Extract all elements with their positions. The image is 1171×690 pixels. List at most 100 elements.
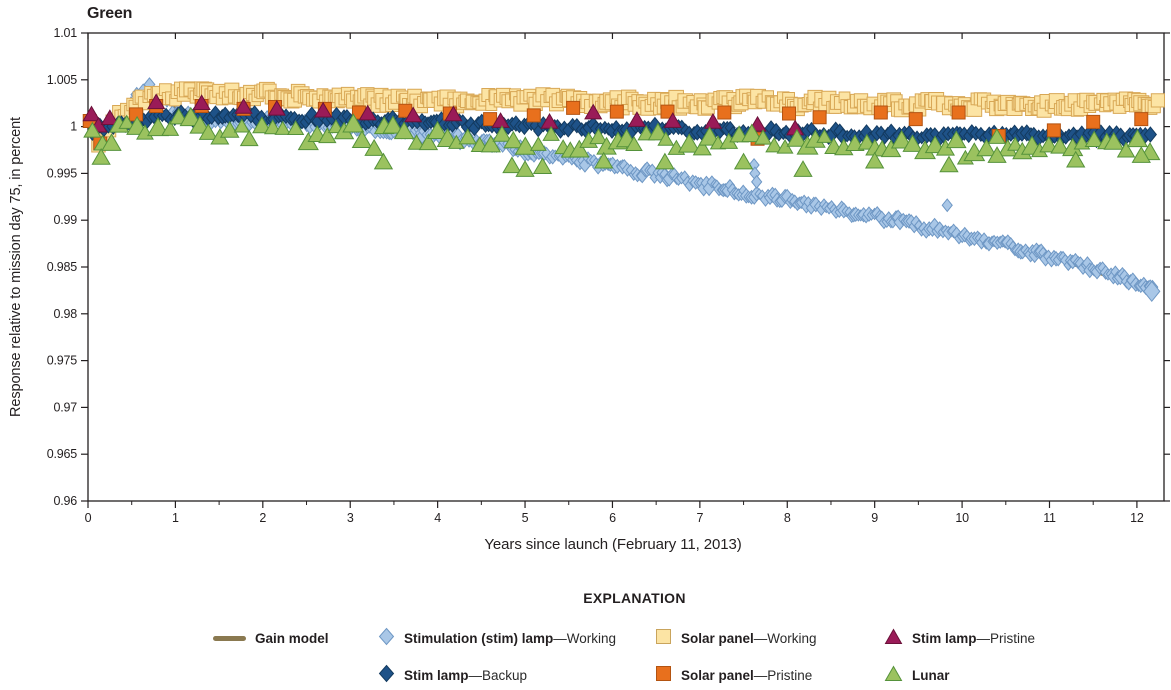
- data-marker: [198, 123, 218, 140]
- data-marker: [1007, 136, 1024, 151]
- data-marker: [1050, 137, 1070, 154]
- data-marker: [568, 139, 590, 158]
- data-marker: [663, 112, 682, 128]
- data-marker: [812, 110, 827, 125]
- x-tick-label: 2: [259, 511, 266, 525]
- data-marker: [492, 125, 512, 142]
- y-tick-label: 1.01: [53, 26, 77, 40]
- legend-item-label: Lunar: [912, 667, 950, 683]
- data-marker: [1143, 280, 1161, 303]
- data-marker: [147, 93, 166, 110]
- x-tick-label: 8: [784, 511, 791, 525]
- data-marker: [703, 113, 723, 129]
- y-tick-label: 0.99: [53, 213, 77, 227]
- legend-item-stim-lamp-working: Stimulation (stim) lamp—Working: [378, 627, 616, 649]
- data-marker: [816, 128, 833, 143]
- data-marker: [741, 123, 763, 143]
- legend-item-solar-panel-working: Solar panel—Working: [655, 627, 817, 649]
- data-marker: [480, 134, 501, 153]
- data-marker: [503, 130, 524, 149]
- diamond-swatch-icon: [378, 664, 395, 686]
- data-marker: [314, 101, 333, 118]
- data-marker: [458, 128, 478, 145]
- y-tick-label: 0.975: [47, 354, 78, 368]
- data-marker: [924, 135, 946, 154]
- gain-model-line-swatch-icon: [213, 635, 246, 641]
- data-marker: [655, 152, 675, 170]
- data-marker: [910, 215, 922, 230]
- data-marker: [1046, 123, 1061, 138]
- data-marker: [529, 136, 547, 151]
- data-marker: [83, 121, 102, 138]
- data-marker: [219, 120, 240, 138]
- axis-ticks: 0 1 2 3 4 5 6 7 8 9 10 11 121.011.00510.9950.990.985…: [47, 26, 1170, 525]
- data-marker: [1066, 150, 1086, 168]
- data-marker: [234, 98, 253, 114]
- data-marker: [393, 121, 415, 140]
- triangle-swatch-icon: [884, 665, 903, 685]
- series-lunar: [83, 106, 1161, 177]
- legend-item-label: Stim lamp—Backup: [404, 667, 528, 683]
- data-marker: [890, 129, 913, 149]
- data-marker: [118, 114, 135, 129]
- diamond-swatch-icon: [378, 627, 395, 649]
- x-tick-label: 11: [1043, 511, 1056, 525]
- data-marker: [161, 120, 180, 136]
- data-marker: [318, 127, 337, 144]
- x-tick-label: 3: [347, 511, 354, 525]
- data-marker: [239, 129, 259, 147]
- data-marker: [267, 99, 286, 116]
- data-marker: [1116, 141, 1136, 158]
- data-marker: [1086, 114, 1101, 129]
- y-tick-label: 0.98: [53, 307, 77, 321]
- data-marker: [444, 105, 463, 122]
- x-tick-label: 6: [609, 511, 616, 525]
- data-marker: [782, 106, 797, 121]
- data-marker: [584, 103, 603, 120]
- data-marker: [751, 174, 763, 189]
- legend-item-label: Gain model: [255, 630, 329, 646]
- data-marker: [941, 198, 953, 213]
- data-marker: [426, 120, 449, 139]
- data-marker: [404, 106, 423, 123]
- legend-item-gain-model: Gain model: [213, 627, 329, 649]
- data-marker: [252, 116, 272, 134]
- data-marker: [1143, 126, 1157, 143]
- data-marker: [407, 134, 426, 150]
- data-marker: [698, 126, 721, 146]
- data-marker: [342, 113, 365, 133]
- data-marker: [793, 160, 813, 177]
- legend-title: EXPLANATION: [583, 590, 686, 606]
- data-marker: [82, 105, 101, 122]
- data-marker: [625, 135, 643, 152]
- y-tick-label: 0.985: [47, 260, 78, 274]
- legend-item-stim-lamp-backup: Stim lamp—Backup: [378, 664, 527, 686]
- data-marker: [733, 152, 754, 170]
- data-marker: [101, 133, 122, 151]
- data-marker: [987, 128, 1006, 144]
- data-marker: [951, 105, 966, 120]
- data-marker: [657, 131, 675, 146]
- y-tick-label: 1.005: [47, 73, 78, 87]
- data-marker: [514, 136, 536, 155]
- data-marker: [286, 120, 305, 136]
- data-marker: [179, 106, 202, 127]
- data-marker: [987, 146, 1007, 163]
- y-tick-label: 1: [70, 120, 77, 134]
- data-marker: [192, 94, 211, 111]
- data-marker: [100, 109, 119, 126]
- legend-item-lunar: Lunar: [884, 664, 950, 686]
- data-marker: [189, 115, 211, 134]
- data-marker: [939, 155, 959, 173]
- data-marker: [351, 130, 373, 148]
- data-marker: [1134, 112, 1149, 127]
- data-marker: [717, 105, 732, 120]
- data-marker: [765, 136, 784, 153]
- data-marker: [976, 138, 997, 157]
- data-marker: [865, 151, 885, 169]
- data-marker: [274, 120, 291, 135]
- data-marker: [627, 111, 647, 127]
- x-axis-label: Years since launch (February 11, 2013): [484, 536, 742, 553]
- data-marker: [542, 125, 560, 141]
